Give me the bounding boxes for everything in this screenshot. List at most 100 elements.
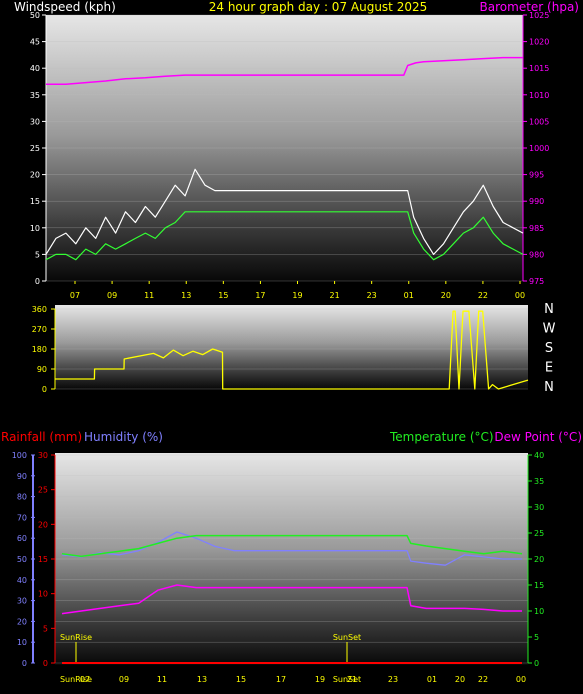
barometer-tick-label: 975 [529,277,544,286]
temperature-tick-label: 35 [534,477,544,486]
humidity-tick-label: 70 [17,513,27,522]
rainfall-tick-label: 15 [38,555,48,564]
sunset-label: SunSet [333,633,361,642]
temperature-tick-label: 40 [534,451,544,460]
humidity-tick-label: 40 [17,576,27,585]
wind-avg-line [45,211,524,261]
top-x-tick-label: 11 [144,291,154,300]
barometer-tick-label: 1005 [529,117,549,126]
windspeed-tick-label: 35 [30,91,40,100]
rainfall-tick-label: 30 [38,451,48,460]
barometer-tick-label: 995 [529,171,544,180]
direction-label: N [544,302,554,317]
dir-tick-label: 90 [37,365,47,374]
bottom-x-tick-label: 23 [388,675,398,684]
barometer-line [46,56,523,85]
barometer-tick-label: 980 [529,250,544,259]
direction-label: W [543,322,556,337]
temperature-tick-label: 25 [534,529,544,538]
bottom-x-tick-label: 11 [157,675,167,684]
temperature-tick-label: 30 [534,503,544,512]
sunrise-label: SunRise [60,633,92,642]
humidity-tick-label: 10 [17,638,27,647]
rainfall-tick-label: 25 [38,486,48,495]
temperature-axis-title: Temperature (°C) [389,430,494,444]
barometer-tick-label: 1025 [529,11,549,20]
barometer-axis-title: Barometer (hpa) [480,0,579,14]
bottom-x-tick-label: SunRise [60,675,92,684]
bottom-x-tick-label: 13 [197,675,207,684]
wind-direction-line [55,310,529,390]
bottom-x-tick-label: 22 [478,675,488,684]
windspeed-tick-label: 15 [30,197,40,206]
windspeed-tick-label: 25 [30,144,40,153]
direction-label: E [545,361,553,376]
bottom-x-tick-label: 17 [276,675,286,684]
barometer-tick-label: 990 [529,197,544,206]
windspeed-tick-label: 0 [35,277,40,286]
barometer-tick-label: 985 [529,224,544,233]
humidity-tick-label: 30 [17,597,27,606]
humidity-tick-label: 50 [17,555,27,564]
humidity-line [61,531,522,566]
rainfall-tick-label: 20 [38,520,48,529]
rainfall-tick-label: 0 [43,659,48,668]
bottom-x-tick-label: 15 [236,675,246,684]
temperature-tick-label: 0 [534,659,539,668]
top-x-tick-label: 22 [478,291,488,300]
top-x-tick-label: 19 [292,291,302,300]
dir-tick-label: 270 [32,325,47,334]
dir-tick-label: 0 [42,385,47,394]
humidity-tick-label: 0 [22,659,27,668]
windspeed-tick-label: 20 [30,171,40,180]
rainfall-tick-label: 5 [43,624,48,633]
dir-tick-label: 180 [32,345,47,354]
top-x-tick-label: 17 [255,291,265,300]
windspeed-tick-label: 30 [30,117,40,126]
temperature-tick-label: 10 [534,607,544,616]
top-x-tick-label: 21 [329,291,339,300]
bottom-x-tick-label: 19 [315,675,325,684]
barometer-tick-label: 1020 [529,38,549,47]
top-x-tick-label: 01 [404,291,414,300]
humidity-tick-label: 80 [17,493,27,502]
middle-panel-bg [55,305,528,389]
windspeed-tick-label: 50 [30,11,40,20]
windspeed-axis-title: Windspeed (kph) [14,0,116,14]
bottom-x-tick-label: 00 [516,675,526,684]
temperature-tick-label: 20 [534,555,544,564]
windspeed-tick-label: 45 [30,38,40,47]
windspeed-tick-label: 40 [30,64,40,73]
bottom-x-tick-label: 07 [80,675,90,684]
bottom-x-tick-label: 09 [119,675,129,684]
humidity-tick-label: 20 [17,617,27,626]
top-x-tick-label: 00 [515,291,525,300]
humidity-tick-label: 90 [17,472,27,481]
rainfall-tick-label: 10 [38,590,48,599]
bottom-x-tick-label: SunSet [333,675,361,684]
top-x-tick-label: 20 [441,291,451,300]
temperature-line [61,534,523,558]
direction-label: N [544,380,554,395]
dewpoint-line [61,584,522,615]
humidity-axis-title: Humidity (%) [84,430,163,444]
barometer-tick-label: 1010 [529,91,549,100]
top-x-tick-label: 13 [181,291,191,300]
bottom-x-tick-label: 20 [455,675,465,684]
humidity-tick-label: 100 [12,451,27,460]
rainfall-axis-title: Rainfall (mm) [1,430,82,444]
direction-label: S [545,341,553,356]
windspeed-tick-label: 10 [30,224,40,233]
top-x-tick-label: 07 [70,291,80,300]
top-x-tick-label: 23 [367,291,377,300]
bottom-x-tick-label: 21 [347,675,357,684]
windspeed-tick-label: 5 [35,250,40,259]
temperature-tick-label: 5 [534,633,539,642]
bottom-x-tick-label: 01 [427,675,437,684]
barometer-tick-label: 1015 [529,64,549,73]
humidity-tick-label: 60 [17,534,27,543]
dir-tick-label: 360 [32,305,47,314]
temperature-tick-label: 15 [534,581,544,590]
top-x-tick-label: 15 [218,291,228,300]
